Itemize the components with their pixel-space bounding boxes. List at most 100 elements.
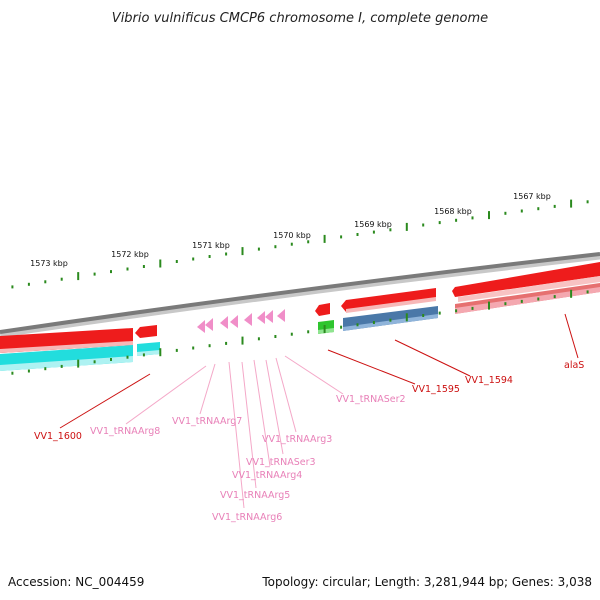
outer-minor-tick	[93, 272, 96, 276]
outer-minor-tick	[27, 282, 30, 286]
outer-major-tick	[488, 211, 490, 220]
outer-minor-tick	[504, 211, 507, 215]
inner-minor-tick	[471, 306, 474, 310]
outer-minor-tick	[175, 260, 178, 263]
map-title: Vibrio vulnificus CMCP6 chromosome I, co…	[112, 11, 488, 26]
outer-minor-tick	[438, 221, 441, 225]
leader-vv1-1594	[394, 339, 471, 377]
kbp-label-1570: 1570 kbp	[273, 231, 311, 240]
outer-minor-tick	[192, 257, 195, 261]
inner-minor-tick	[520, 299, 523, 303]
leader-trna-arg4	[253, 359, 271, 467]
outer-minor-tick	[520, 209, 523, 213]
outer-major-tick	[570, 199, 573, 208]
inner-minor-tick	[455, 309, 458, 313]
gene-left-red-shade	[0, 341, 133, 353]
gene-left-cyan-shade	[0, 356, 133, 371]
gene-alaS-lower-shade	[455, 287, 600, 314]
label-trna-arg7[interactable]: VV1_tRNAArg7	[172, 416, 242, 427]
gene-vv1-1595-arrow[interactable]	[315, 303, 330, 316]
genome-backbone-shadow	[0, 252, 600, 338]
outer-minor-tick	[307, 240, 310, 244]
label-vv1-1595[interactable]: VV1_1595	[412, 384, 460, 395]
inner-minor-tick	[307, 330, 310, 334]
accession-text: Accession: NC_004459	[8, 575, 144, 589]
label-vv1-1600[interactable]: VV1_1600	[34, 431, 82, 442]
outer-major-tick	[323, 234, 326, 243]
outer-ruler-ticks	[11, 199, 589, 289]
inner-minor-tick	[142, 353, 145, 357]
trna-arrow-ser3[interactable]	[265, 310, 273, 323]
outer-minor-tick	[142, 265, 145, 268]
trna-arrow-4[interactable]	[244, 313, 252, 326]
label-vv1-1594[interactable]: VV1_1594	[465, 375, 513, 386]
label-trna-arg8[interactable]: VV1_tRNAArg8	[90, 426, 160, 437]
label-trna-arg5[interactable]: VV1_tRNAArg5	[220, 490, 290, 501]
kbp-label-1572: 1572 kbp	[111, 250, 149, 259]
gene-vv1-1600-arrow[interactable]	[135, 325, 157, 338]
trna-arrow-5[interactable]	[230, 315, 238, 328]
gene-alaS-highlight	[458, 276, 600, 302]
label-alaS[interactable]: alaS	[564, 360, 584, 371]
outer-minor-tick	[126, 267, 129, 271]
inner-minor-tick	[126, 355, 129, 359]
inner-minor-tick	[27, 369, 30, 373]
inner-minor-tick	[372, 321, 375, 324]
gene-vv1-1600-reverse-shade	[137, 350, 160, 356]
inner-minor-tick	[93, 360, 96, 364]
leader-trna-arg3	[275, 357, 297, 433]
outer-minor-tick	[372, 230, 375, 234]
inner-minor-tick	[175, 348, 178, 352]
trna-arrow-7[interactable]	[205, 318, 213, 331]
inner-minor-tick	[438, 311, 441, 315]
inner-minor-tick	[257, 337, 260, 341]
leader-alaS	[564, 313, 579, 359]
trna-arrow-6[interactable]	[220, 316, 228, 329]
leader-vv1-1595	[327, 349, 416, 385]
label-trna-arg4[interactable]: VV1_tRNAArg4	[232, 470, 302, 481]
leader-trna-arg6	[228, 361, 245, 509]
inner-minor-tick	[537, 297, 540, 301]
gene-vv1-1594-arrow[interactable]	[341, 288, 436, 312]
outer-minor-tick	[290, 242, 293, 246]
gene-vv1-1595-reverse-shade	[318, 328, 334, 334]
kbp-label-1573: 1573 kbp	[30, 259, 68, 268]
outer-minor-tick	[257, 247, 260, 251]
inner-minor-tick	[110, 358, 112, 361]
inner-minor-tick	[44, 367, 47, 371]
outer-major-tick	[241, 247, 244, 256]
label-trna-ser3[interactable]: VV1_tRNASer3	[246, 457, 316, 468]
outer-minor-tick	[422, 223, 425, 227]
ruler-labels: 1567 kbp 1568 kbp 1569 kbp 1570 kbp 1571…	[30, 192, 551, 268]
outer-minor-tick	[340, 235, 343, 239]
trna-arrow-ser2[interactable]	[277, 309, 285, 322]
label-trna-arg3[interactable]: VV1_tRNAArg3	[262, 434, 332, 445]
inner-minor-tick	[11, 371, 14, 375]
outer-minor-tick	[537, 207, 540, 211]
inner-minor-tick	[586, 290, 589, 294]
kbp-label-1568: 1568 kbp	[434, 207, 472, 216]
outer-minor-tick	[11, 285, 14, 289]
inner-minor-tick	[389, 318, 392, 322]
leader-trna-ser2	[284, 355, 344, 395]
outer-minor-tick	[455, 218, 458, 222]
outer-minor-tick	[389, 228, 392, 232]
label-trna-ser2[interactable]: VV1_tRNASer2	[336, 394, 406, 405]
outer-minor-tick	[553, 204, 556, 208]
inner-major-tick	[77, 359, 80, 368]
kbp-label-1569: 1569 kbp	[354, 220, 392, 229]
inner-ruler-ticks	[11, 289, 589, 375]
inner-minor-tick	[422, 314, 425, 317]
trna-arrow-3[interactable]	[257, 311, 265, 324]
genome-backbone	[0, 252, 600, 334]
leader-trna-arg8	[125, 365, 207, 425]
trna-arrow-8[interactable]	[197, 320, 205, 333]
reverse-genes	[0, 283, 600, 371]
gene-alaS-arrow[interactable]	[452, 262, 600, 297]
inner-minor-tick	[208, 344, 211, 348]
outer-major-tick	[77, 272, 80, 281]
kbp-label-1567: 1567 kbp	[513, 192, 551, 201]
outer-major-tick	[405, 222, 408, 231]
label-trna-arg6[interactable]: VV1_tRNAArg6	[212, 512, 282, 523]
